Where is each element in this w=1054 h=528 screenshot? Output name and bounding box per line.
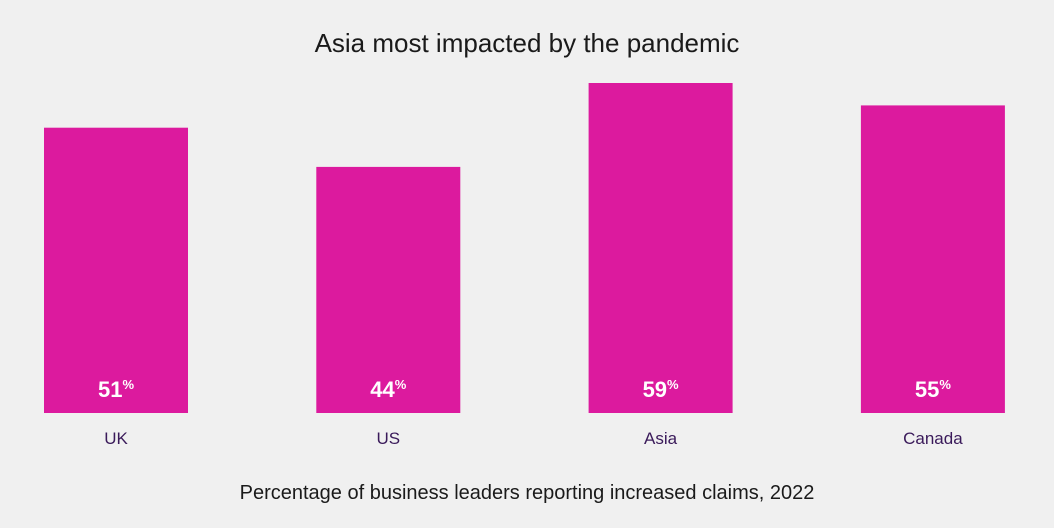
- labels-group: 51% UK 44% US 59% Asia 55% Canada: [98, 377, 963, 448]
- chart-subtitle: Percentage of business leaders reporting…: [239, 482, 815, 504]
- bar-uk: [44, 127, 188, 413]
- chart-title: Asia most impacted by the pandemic: [314, 28, 740, 58]
- bar-canada: [860, 105, 1005, 414]
- category-label-asia: Asia: [644, 429, 678, 448]
- bar-value-label-uk: 51%: [98, 377, 134, 402]
- bar-us: [316, 166, 461, 413]
- category-label-us: US: [376, 429, 400, 448]
- bar-asia: [588, 83, 733, 413]
- bars-group: [44, 83, 1005, 414]
- bar-value-label-canada: 55%: [915, 377, 951, 402]
- category-label-uk: UK: [104, 429, 128, 448]
- bar-value-label-asia: 59%: [643, 377, 679, 402]
- category-label-canada: Canada: [903, 429, 963, 448]
- bar-value-label-us: 44%: [370, 377, 406, 402]
